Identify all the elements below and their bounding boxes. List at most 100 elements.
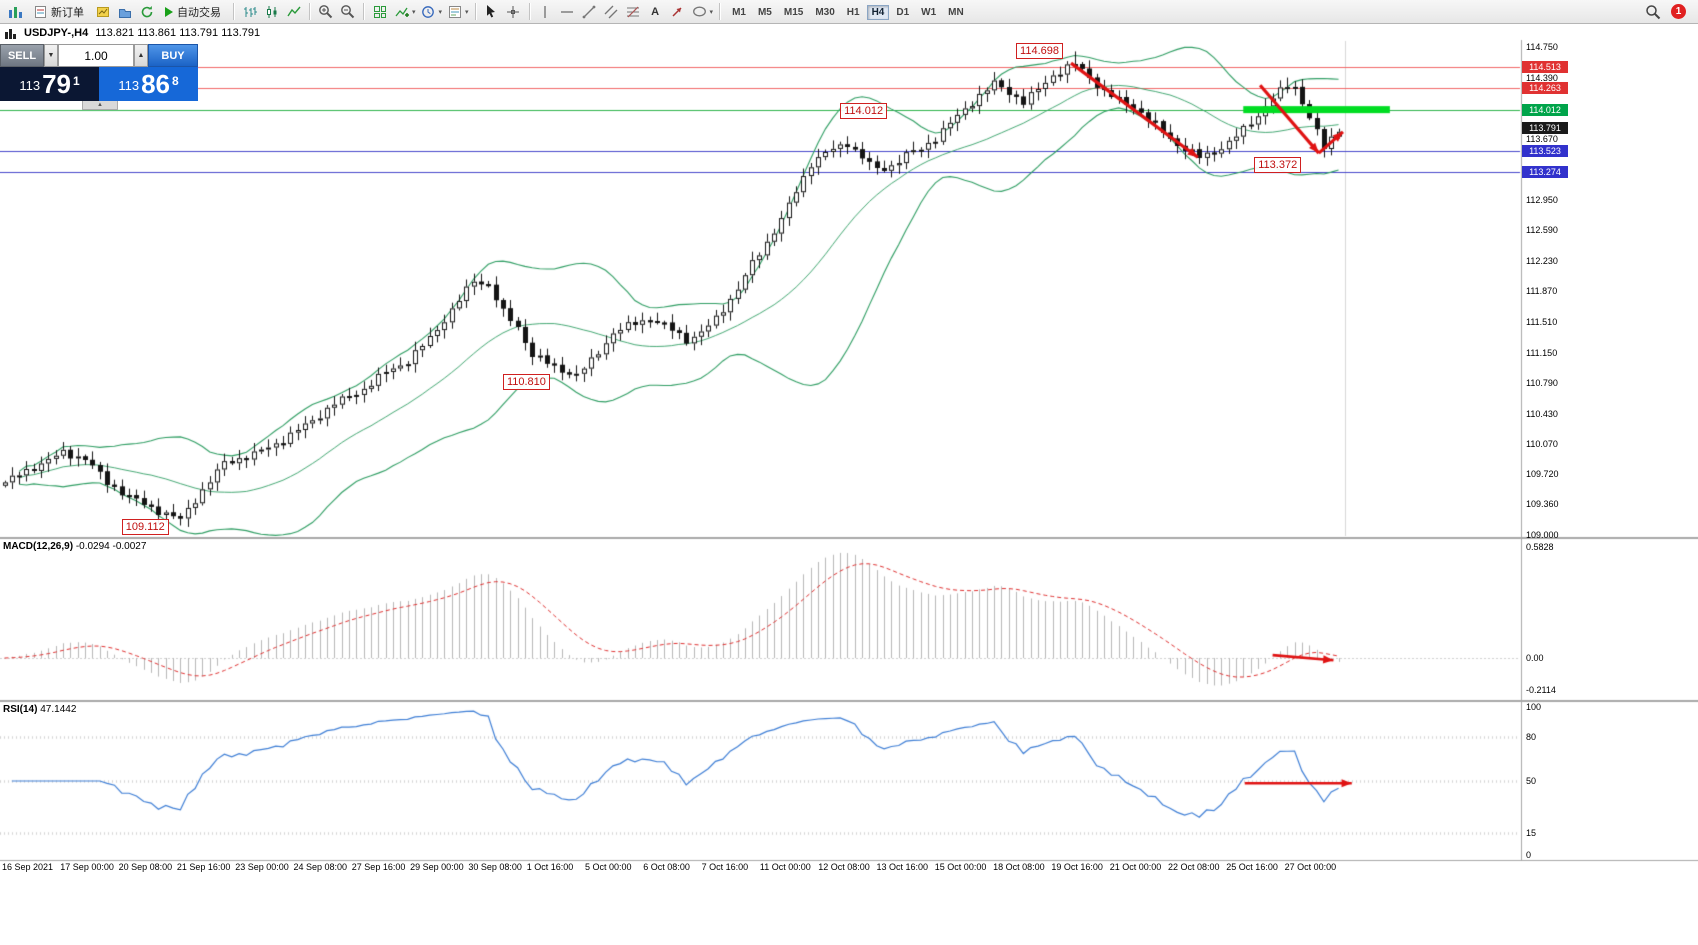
price-tick-label: 110.790 bbox=[1526, 378, 1558, 389]
price-tag: 113.791 bbox=[1522, 122, 1568, 135]
zoom-in-icon[interactable] bbox=[316, 3, 335, 21]
price-tick-label: 110.070 bbox=[1526, 439, 1558, 450]
channel-icon[interactable] bbox=[602, 3, 621, 21]
time-label: 20 Sep 08:00 bbox=[118, 862, 173, 872]
sell-price-button[interactable]: 113 79 1 bbox=[0, 67, 99, 101]
price-annotation[interactable]: 113.372 bbox=[1254, 156, 1302, 173]
timeframe-button-M15[interactable]: M15 bbox=[783, 6, 804, 18]
timeframe-button-M30[interactable]: M30 bbox=[815, 6, 835, 18]
fibonacci-icon[interactable] bbox=[624, 3, 643, 21]
trendline-icon[interactable] bbox=[580, 3, 599, 21]
price-annotation[interactable]: 110.810 bbox=[502, 374, 550, 391]
macd-scale-label: 0.00 bbox=[1526, 653, 1544, 663]
candlestick-icon[interactable] bbox=[262, 3, 281, 21]
bid-pips: 79 bbox=[42, 69, 71, 99]
volume-input[interactable]: 1.00 bbox=[58, 44, 134, 67]
time-label: 18 Oct 08:00 bbox=[993, 862, 1045, 872]
bid-frac: 1 bbox=[72, 74, 80, 88]
rsi-value: 47.1442 bbox=[40, 704, 77, 715]
timeframe-button-D1[interactable]: D1 bbox=[896, 6, 910, 18]
price-tick-label: 111.150 bbox=[1526, 347, 1558, 358]
price-tick-label: 112.950 bbox=[1526, 194, 1558, 205]
indicators-icon[interactable] bbox=[392, 3, 411, 21]
price-tick-label: 111.870 bbox=[1526, 286, 1558, 297]
price-tag: 114.263 bbox=[1522, 82, 1568, 95]
time-label: 30 Sep 08:00 bbox=[468, 862, 522, 872]
time-label: 25 Oct 16:00 bbox=[1226, 862, 1278, 872]
periods-clock-icon[interactable] bbox=[419, 3, 438, 21]
trade-panel-toggle[interactable]: ▲ bbox=[82, 101, 118, 110]
bid-main: 113 bbox=[19, 77, 41, 93]
ask-main: 113 bbox=[118, 77, 140, 93]
volume-decrease-button[interactable]: ▼ bbox=[44, 44, 58, 67]
price-tick-label: 109.360 bbox=[1526, 499, 1559, 510]
time-label: 11 Oct 00:00 bbox=[759, 862, 811, 872]
symbol-label: USDJPY-,H4 bbox=[24, 27, 89, 39]
ask-pips: 86 bbox=[141, 69, 170, 99]
price-annotation[interactable]: 109.112 bbox=[121, 518, 169, 535]
price-tick-label: 113.670 bbox=[1526, 133, 1558, 144]
time-label: 29 Sep 00:00 bbox=[410, 862, 464, 872]
price-tick-label: 114.390 bbox=[1526, 72, 1558, 83]
time-label: 1 Oct 16:00 bbox=[526, 862, 574, 872]
line-chart-icon[interactable] bbox=[284, 3, 303, 21]
periods-caret-icon[interactable]: ▾ bbox=[438, 8, 443, 16]
time-label: 27 Oct 00:00 bbox=[1284, 862, 1337, 872]
price-tag: 114.012 bbox=[1522, 103, 1568, 116]
ohlc-values: 113.821 113.861 113.791 113.791 bbox=[95, 27, 261, 39]
time-label: 17 Sep 00:00 bbox=[60, 862, 114, 872]
indicators-caret-icon[interactable]: ▾ bbox=[412, 8, 416, 16]
rsi-scale-label: 100 bbox=[1526, 702, 1542, 712]
buy-button[interactable]: BUY bbox=[148, 44, 198, 67]
text-tool-icon[interactable]: A bbox=[651, 5, 660, 18]
rsi-scale-label: 50 bbox=[1526, 776, 1537, 786]
cursor-icon[interactable] bbox=[482, 3, 501, 21]
timeframe-button-H4[interactable]: H4 bbox=[866, 4, 890, 20]
new-order-button[interactable]: 新订单 bbox=[28, 1, 90, 23]
price-tick-label: 109.720 bbox=[1526, 468, 1559, 479]
rsi-scale-label: 0 bbox=[1526, 850, 1532, 860]
crosshair-icon[interactable] bbox=[504, 3, 523, 21]
chart-window-icon[interactable] bbox=[6, 3, 25, 21]
macd-name: MACD(12,26,9) bbox=[3, 541, 74, 552]
macd-scale-label: 0.5828 bbox=[1526, 542, 1554, 552]
price-tick-label: 112.230 bbox=[1526, 255, 1558, 266]
notification-badge[interactable]: 1 bbox=[1671, 4, 1686, 19]
time-label: 13 Oct 16:00 bbox=[876, 862, 929, 872]
price-annotation[interactable]: 114.698 bbox=[1016, 43, 1063, 60]
volume-increase-button[interactable]: ▲ bbox=[134, 44, 148, 67]
timeframe-button-H1[interactable]: H1 bbox=[846, 6, 860, 18]
toolbar-separator bbox=[474, 3, 476, 20]
timeframe-button-W1[interactable]: W1 bbox=[921, 6, 937, 18]
templates-icon[interactable] bbox=[445, 3, 464, 21]
profiles-icon[interactable] bbox=[115, 3, 134, 21]
autotrade-button[interactable]: 自动交易 bbox=[159, 1, 227, 23]
timeframe-button-M1[interactable]: M1 bbox=[732, 6, 746, 18]
macd-label: MACD(12,26,9) -0.0294 -0.0027 bbox=[3, 541, 146, 552]
bar-chart-icon[interactable] bbox=[240, 3, 259, 21]
time-label: 21 Oct 00:00 bbox=[1109, 862, 1162, 872]
shapes-caret-icon[interactable]: ▾ bbox=[709, 8, 714, 16]
vertical-line-icon[interactable] bbox=[536, 3, 555, 21]
rsi-scale-label: 15 bbox=[1526, 827, 1537, 838]
new-chart-icon[interactable] bbox=[93, 3, 112, 21]
arrow-tool-icon[interactable] bbox=[668, 3, 687, 21]
buy-price-button[interactable]: 113 86 8 bbox=[99, 67, 198, 101]
sell-button[interactable]: SELL bbox=[0, 44, 44, 67]
price-tick-label: 109.000 bbox=[1526, 530, 1559, 540]
time-label: 22 Oct 08:00 bbox=[1168, 862, 1220, 872]
search-icon[interactable] bbox=[1643, 3, 1662, 21]
horizontal-line-icon[interactable] bbox=[558, 3, 577, 21]
tile-windows-icon[interactable] bbox=[370, 3, 389, 21]
timeframe-button-MN[interactable]: MN bbox=[948, 6, 964, 18]
timeframe-button-M5[interactable]: M5 bbox=[757, 6, 772, 18]
refresh-icon[interactable] bbox=[137, 3, 156, 21]
templates-caret-icon[interactable]: ▾ bbox=[465, 8, 469, 16]
toolbar: 新订单 自动交易 ▾ ▾ ▾ A ▾ M1 M5 M15 M30 H1 H4 D1 W1 MN … bbox=[0, 0, 1698, 24]
shapes-icon[interactable] bbox=[690, 3, 709, 21]
zoom-out-icon[interactable] bbox=[338, 3, 357, 21]
price-annotation[interactable]: 114.012 bbox=[840, 102, 888, 119]
toolbar-separator bbox=[363, 3, 364, 20]
timeframe-group: M1 M5 M15 M30 H1 H4 D1 W1 MN bbox=[726, 4, 970, 20]
